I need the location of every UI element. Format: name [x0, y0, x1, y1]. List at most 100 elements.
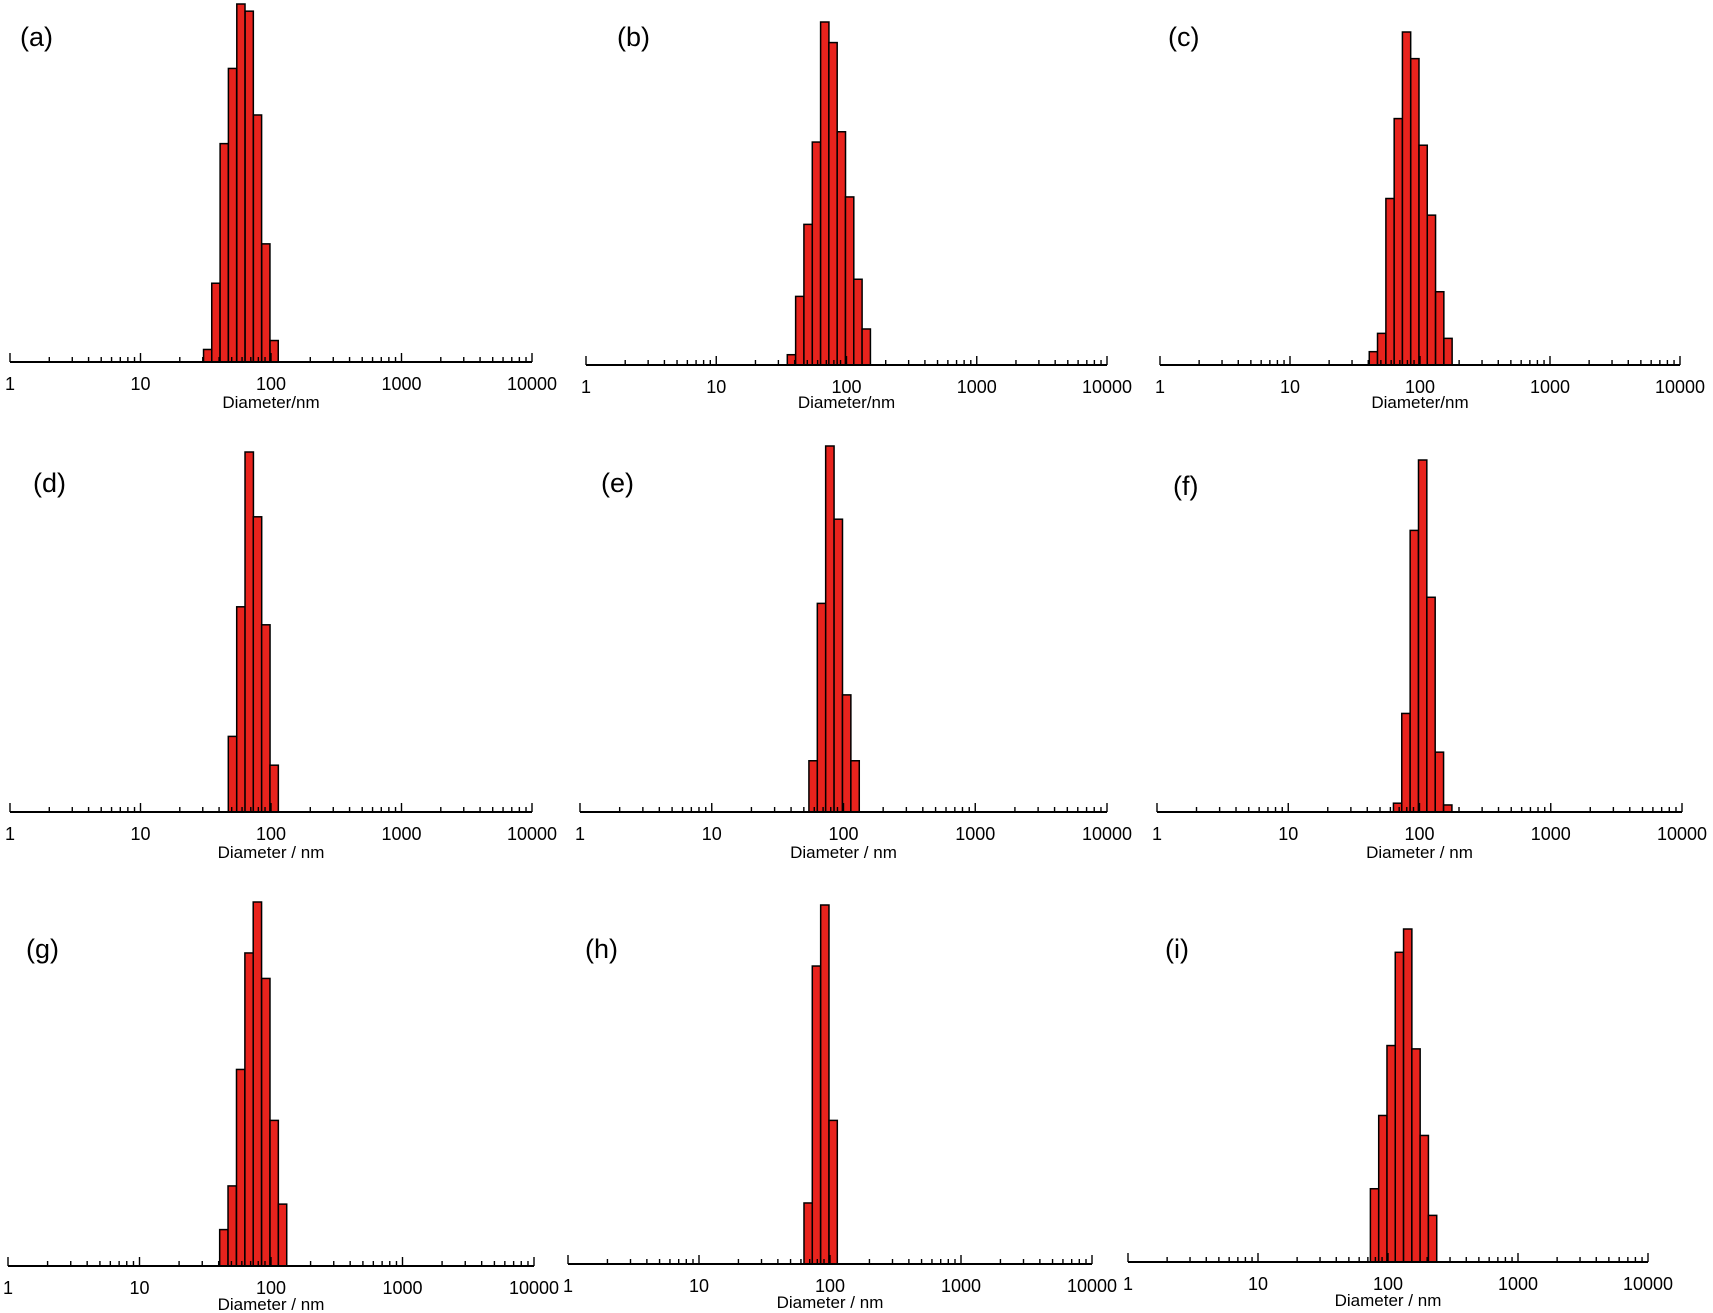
panel-i-tick-label-10000: 10000	[1623, 1274, 1673, 1294]
panel-c-bar-5	[1409, 57, 1420, 366]
panel-g-bar-6	[269, 1119, 280, 1267]
panel-f-bar-5	[1434, 751, 1445, 813]
panel-d-tick-label-10: 10	[130, 824, 150, 844]
panel-h-bar-2	[819, 904, 830, 1265]
panel-c-tick-label-1: 1	[1155, 377, 1165, 397]
panel-e-bar-5	[850, 760, 861, 813]
panel-h: (h) 1 10 100 1000 10000 Diameter / nm	[563, 904, 1117, 1312]
panel-e-label: (e)	[601, 468, 634, 498]
panel-c-bar-7	[1426, 214, 1437, 366]
panel-h-x-axis-label: Diameter / nm	[777, 1293, 884, 1312]
panel-i-bar-0	[1369, 1187, 1380, 1263]
panel-a-bar-6	[252, 114, 263, 363]
panel-d-bar-2	[244, 451, 255, 813]
panel-g-label: (g)	[26, 934, 59, 964]
panel-b-label: (b)	[617, 22, 650, 52]
panel-c-bar-9	[1443, 337, 1453, 366]
panel-h-bar-3	[828, 1119, 839, 1265]
panel-h-tick-label-1000: 1000	[941, 1276, 981, 1296]
panel-i-bar-3	[1394, 951, 1405, 1263]
panel-g-x-axis-label: Diameter / nm	[218, 1295, 325, 1313]
panel-e-bar-1	[816, 602, 827, 813]
panel-b-bar-2	[803, 223, 813, 366]
panel-e-tick-label-10: 10	[702, 824, 722, 844]
panel-d-tick-label-1: 1	[5, 824, 15, 844]
panel-g-bar-2	[235, 1068, 246, 1267]
panel-a-tick-label-10: 10	[130, 374, 150, 394]
panel-f-bar-0	[1392, 802, 1403, 813]
panel-g-bars	[218, 901, 288, 1267]
panel-g: (g) 1 10 100 1000 10000 Diameter / nm	[3, 901, 559, 1313]
panel-f-bars	[1392, 459, 1453, 813]
panel-i-tick-label-1000: 1000	[1498, 1274, 1538, 1294]
panel-g-tick-label-10000: 10000	[509, 1278, 559, 1298]
panel-h-bar-1	[811, 965, 822, 1265]
panel-e: (e) 1 10 100 1000 10000 Diameter / nm	[575, 445, 1132, 862]
panel-g-tick-label-10: 10	[129, 1278, 149, 1298]
panel-b-tick-label-10000: 10000	[1082, 377, 1132, 397]
panel-h-tick-label-100: 100	[815, 1276, 845, 1296]
panel-c-bar-2	[1385, 197, 1395, 366]
panel-h-tick-label-10000: 10000	[1067, 1276, 1117, 1296]
panel-b-tick-label-10: 10	[706, 377, 726, 397]
panel-d-tick-label-10000: 10000	[507, 824, 557, 844]
panel-d-label: (d)	[33, 468, 66, 498]
panel-f: (f) 1 10 100 1000 10000 Diameter / nm	[1152, 459, 1707, 862]
panel-a-bar-3	[227, 67, 238, 363]
panel-g-tick-label-100: 100	[256, 1278, 286, 1298]
panel-a-bar-2	[219, 142, 230, 363]
panel-a-tick-label-100: 100	[256, 374, 286, 394]
panel-h-bars	[803, 904, 839, 1265]
panel-b-bar-4	[819, 21, 830, 366]
panel-g-bar-4	[252, 901, 263, 1267]
panel-b-bar-8	[853, 278, 863, 366]
panel-e-tick-label-1000: 1000	[955, 824, 995, 844]
panel-f-tick-label-10: 10	[1278, 824, 1298, 844]
panel-a-bar-4	[236, 3, 246, 363]
panel-a-bars	[202, 3, 279, 363]
panel-d-tick-label-1000: 1000	[381, 824, 421, 844]
panel-b-bar-3	[811, 141, 822, 366]
panel-c-bar-4	[1401, 31, 1412, 366]
panel-a-bar-0	[202, 348, 213, 363]
panel-h-tick-marks	[567, 1255, 1093, 1264]
panel-c-bar-6	[1418, 144, 1429, 366]
panel-e-tick-label-10000: 10000	[1082, 824, 1132, 844]
panel-i-tick-label-100: 100	[1373, 1274, 1403, 1294]
panel-e-tick-label-1: 1	[575, 824, 585, 844]
panel-b-bar-5	[828, 41, 838, 366]
panel-i: (i) 1 10 100 1000 10000 Diameter / nm	[1123, 928, 1673, 1310]
panel-f-tick-marks	[1156, 803, 1683, 812]
panel-e-bars	[808, 445, 861, 813]
panel-f-tick-label-100: 100	[1404, 824, 1434, 844]
panel-g-tick-label-1000: 1000	[382, 1278, 422, 1298]
panel-c-label: (c)	[1168, 22, 1199, 52]
panel-g-bar-3	[244, 952, 254, 1267]
panel-h-tick-label-10: 10	[689, 1276, 709, 1296]
panel-f-label: (f)	[1173, 471, 1198, 501]
panel-c-x-axis-label: Diameter/nm	[1371, 393, 1468, 412]
panel-g-bar-1	[227, 1185, 238, 1267]
panel-i-bar-2	[1386, 1044, 1397, 1263]
panel-c-bar-0	[1368, 350, 1379, 366]
panel-h-label: (h)	[585, 934, 618, 964]
panel-g-bar-5	[260, 977, 271, 1267]
panel-a-bar-7	[260, 243, 271, 363]
panel-b: (b) 1 10 100 1000 10000 Diameter/nm	[581, 21, 1132, 412]
panel-b-bar-6	[836, 131, 847, 366]
panel-b-x-axis-label: Diameter/nm	[798, 393, 895, 412]
panel-d-bar-1	[235, 606, 246, 813]
panel-b-bars	[786, 21, 872, 366]
panel-c-tick-label-1000: 1000	[1530, 377, 1570, 397]
panel-i-tick-label-10: 10	[1248, 1274, 1268, 1294]
panel-d-tick-marks	[9, 803, 533, 812]
panel-a-tick-label-1: 1	[5, 374, 15, 394]
panel-h-bar-0	[803, 1202, 814, 1265]
panel-f-bar-4	[1426, 596, 1436, 813]
panel-a-tick-label-10000: 10000	[507, 374, 557, 394]
panel-b-bar-7	[844, 196, 855, 366]
panel-d-bar-3	[252, 516, 263, 813]
panel-c-tick-label-10000: 10000	[1655, 377, 1705, 397]
panel-i-label: (i)	[1165, 934, 1189, 964]
panel-g-bar-7	[277, 1203, 288, 1267]
